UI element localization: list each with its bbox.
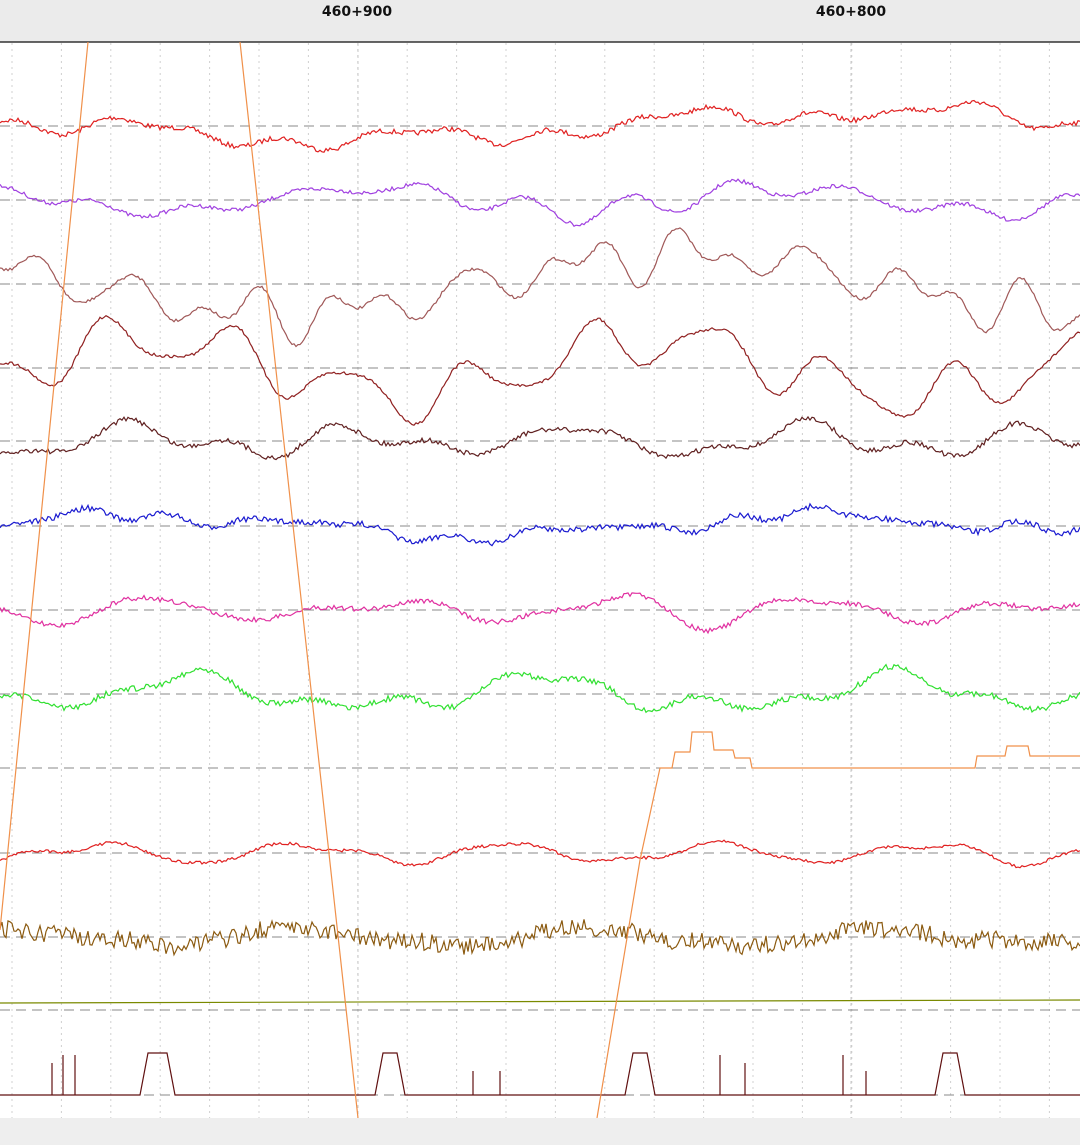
cursor-line xyxy=(239,41,359,1119)
signal-trace xyxy=(0,502,1080,547)
station-label: 460+900 xyxy=(322,4,392,20)
signal-trace xyxy=(0,99,1080,153)
signal-trace xyxy=(0,919,1080,957)
cursor-line xyxy=(0,41,89,931)
signal-trace xyxy=(0,227,1080,348)
pulse-trace xyxy=(0,1052,1080,1096)
traces xyxy=(0,99,1080,1096)
signal-trace xyxy=(0,592,1080,635)
station-label: 460+800 xyxy=(816,4,886,20)
signal-trace xyxy=(0,839,1080,869)
signal-trace xyxy=(0,314,1080,426)
step-trace xyxy=(596,731,1080,1119)
signal-trace xyxy=(0,178,1080,227)
footer-bar xyxy=(0,1118,1080,1145)
signal-trace xyxy=(0,663,1080,714)
signal-trace xyxy=(0,415,1080,461)
header-bar xyxy=(0,0,1080,42)
flat-trace xyxy=(0,999,1080,1004)
